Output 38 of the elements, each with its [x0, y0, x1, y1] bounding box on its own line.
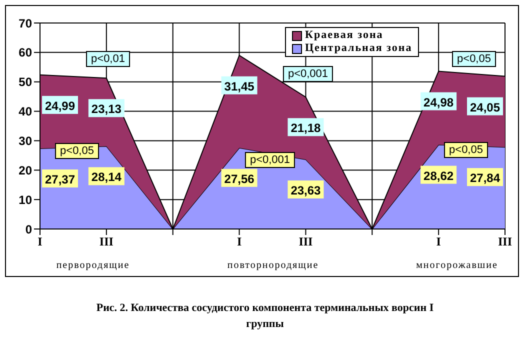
annotation: p<0,001 — [244, 152, 296, 168]
data-label: 28,14 — [91, 170, 122, 184]
text: первородящие — [56, 260, 130, 271]
data-label: 31,45 — [224, 79, 255, 94]
text: Рис. 2. Количества сосудистого компонента терминальных ворсин I группы — [95, 301, 435, 332]
x-tick-label: III — [298, 234, 314, 249]
data-label: 27,84 — [470, 171, 500, 186]
data-label: 27,37 — [44, 172, 76, 186]
y-tick-label: 60 — [18, 46, 32, 60]
y-tick-label: 70 — [18, 16, 32, 30]
y-tick-label: 20 — [18, 163, 32, 178]
data-label: 24,05 — [470, 100, 500, 114]
annotation: p<0,05 — [444, 142, 488, 158]
y-tick-label: 10 — [18, 192, 32, 207]
y-tick-label: 0 — [25, 222, 32, 236]
data-label: 24,98 — [424, 95, 454, 110]
data-label: 28,62 — [424, 168, 454, 183]
annotation: p<0,001 — [282, 66, 334, 82]
legend-label: Центральная зона — [305, 42, 412, 55]
data-label: 24,99 — [44, 98, 76, 113]
data-label: 23,13 — [91, 102, 122, 116]
annotation: p<0,05 — [55, 143, 99, 159]
x-tick-label: III — [498, 234, 512, 249]
data-label: 21,18 — [290, 121, 322, 136]
data-label: 23,63 — [290, 183, 322, 198]
text: повторнородящие — [227, 260, 319, 271]
x-tick-label: III — [99, 234, 114, 249]
x-tick-label: I — [436, 234, 442, 249]
x-tick-label: I — [236, 234, 242, 249]
legend-label: Краевая зона — [305, 29, 384, 42]
annotation: p<0,05 — [452, 51, 496, 67]
annotation: p<0,01 — [86, 51, 130, 67]
data-label: 27,56 — [224, 172, 255, 186]
text: многорожавшие — [416, 260, 498, 271]
y-tick-label: 30 — [18, 134, 32, 148]
y-tick-label: 50 — [18, 75, 32, 90]
y-tick-label: 40 — [18, 104, 32, 119]
x-tick-label: I — [38, 234, 43, 249]
